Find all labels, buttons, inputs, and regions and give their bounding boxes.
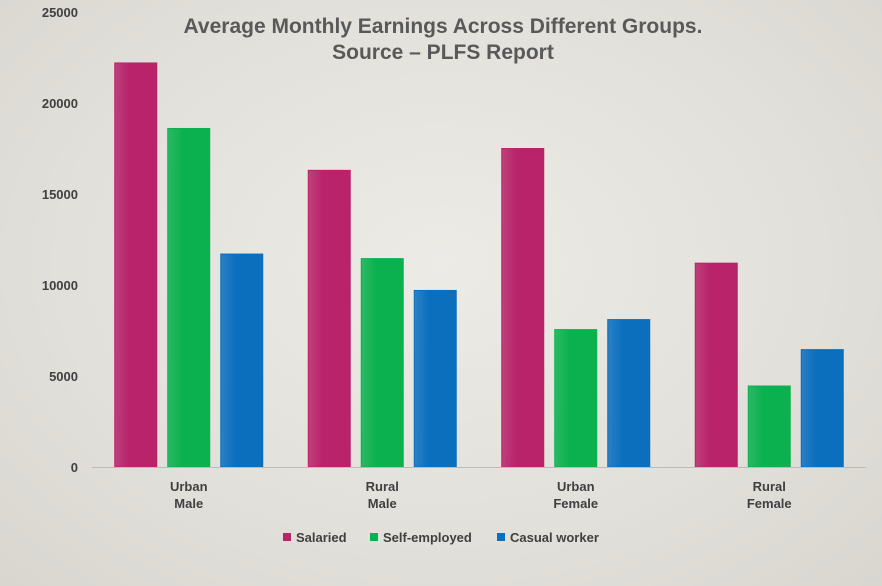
legend-swatch (497, 533, 505, 541)
x-axis-labels: Urban Male Rural Male Urban Female Rural Female (170, 479, 792, 511)
x-tick-label: Rural (753, 479, 786, 494)
legend-label: Self-employed (383, 530, 472, 545)
bar-casual-worker (413, 289, 457, 468)
legend-swatch (283, 533, 291, 541)
y-tick-label: 25000 (42, 5, 78, 20)
bar-salaried (114, 62, 158, 468)
y-tick-label: 5000 (49, 369, 78, 384)
bar-salaried (307, 169, 351, 468)
x-tick-label: Male (368, 496, 397, 511)
bar-self-employed (747, 385, 791, 468)
x-tick-label: Male (174, 496, 203, 511)
chart-title-line: Source – PLFS Report (332, 41, 554, 64)
y-axis: 0 5000 10000 15000 20000 25000 (42, 5, 78, 475)
y-tick-label: 10000 (42, 278, 78, 293)
y-tick-label: 0 (71, 460, 78, 475)
bar-casual-worker (607, 319, 651, 468)
x-tick-label: Female (553, 496, 598, 511)
bar-salaried (501, 148, 545, 468)
x-tick-label: Urban (557, 479, 595, 494)
bar-self-employed (360, 258, 404, 468)
bar-self-employed (554, 329, 598, 468)
y-tick-label: 20000 (42, 96, 78, 111)
bar-casual-worker (220, 253, 264, 468)
bars (114, 62, 844, 468)
bar-self-employed (167, 127, 211, 468)
legend-label: Salaried (296, 530, 347, 545)
x-tick-label: Urban (170, 479, 208, 494)
bar-casual-worker (800, 349, 844, 468)
y-tick-label: 15000 (42, 187, 78, 202)
bar-salaried (694, 262, 738, 468)
chart-title-line: Average Monthly Earnings Across Differen… (184, 15, 703, 38)
legend-label: Casual worker (510, 530, 599, 545)
chart-title: Average Monthly Earnings Across Differen… (184, 15, 703, 64)
x-tick-label: Female (747, 496, 792, 511)
legend: Salaried Self-employed Casual worker (283, 530, 599, 545)
legend-swatch (370, 533, 378, 541)
x-tick-label: Rural (366, 479, 399, 494)
